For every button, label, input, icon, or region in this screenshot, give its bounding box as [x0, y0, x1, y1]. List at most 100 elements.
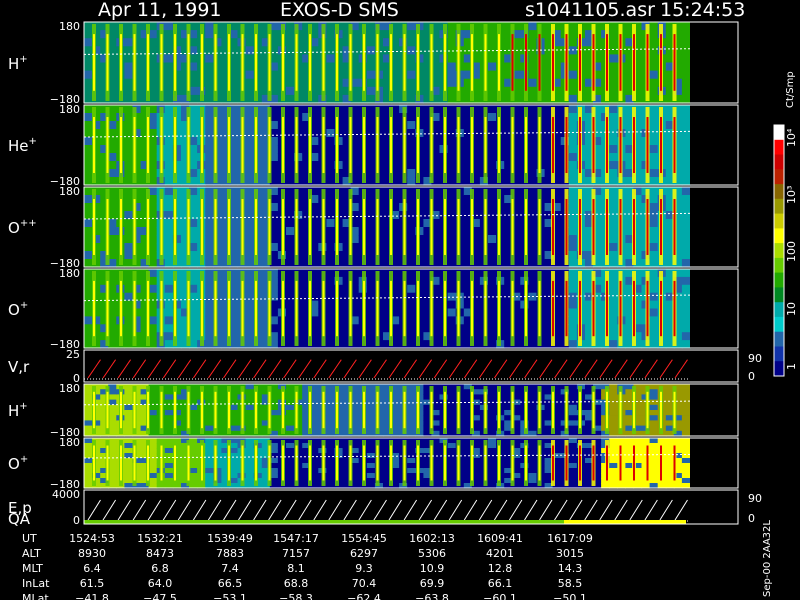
spectrogram-cell — [552, 195, 562, 204]
spectrogram-cell — [463, 219, 473, 228]
spectrogram-cell — [84, 483, 93, 489]
spectrogram-cell — [383, 425, 392, 432]
spectrogram-cell — [673, 410, 683, 416]
spectrogram-cell — [609, 384, 618, 390]
spectrogram-cell — [447, 430, 457, 437]
spectrogram-cell — [205, 195, 214, 204]
spectrogram-cell — [665, 259, 675, 268]
spectrogram-cell — [124, 410, 134, 416]
band-core — [525, 117, 527, 173]
spectrogram-cell — [148, 54, 158, 64]
spectrogram-cell — [552, 324, 562, 333]
spectrogram-cell — [366, 243, 376, 252]
spectrogram-cell — [124, 483, 134, 489]
spectrogram-cell — [245, 62, 255, 72]
spectrogram-cell — [431, 78, 441, 88]
spectrogram-cell — [447, 332, 457, 341]
spectrogram-cell — [269, 420, 279, 427]
band-core — [619, 391, 622, 429]
spectrogram-cell — [148, 276, 158, 286]
spectrogram-cell — [326, 46, 336, 55]
band-core — [525, 199, 527, 255]
spectrogram-cell — [673, 292, 683, 302]
spectrogram-cell — [140, 340, 150, 349]
spectrogram-cell — [221, 30, 231, 39]
band-core — [201, 117, 203, 173]
spectrogram-cell — [342, 430, 352, 437]
spectrogram-cell — [92, 235, 101, 244]
spectrogram-cell — [172, 203, 182, 212]
spectrogram-cell — [221, 410, 231, 416]
spectrogram-cell — [471, 219, 481, 228]
band-core — [349, 34, 352, 91]
spectrogram-cell — [286, 425, 295, 432]
spectrogram-cell — [391, 458, 400, 464]
spectrogram-cell — [528, 276, 538, 286]
spectrogram-cell — [189, 86, 198, 96]
spectrogram-cell — [463, 259, 473, 268]
spectrogram-cell — [649, 284, 659, 294]
spectrogram-cell — [108, 316, 117, 325]
spectrogram-cell — [383, 415, 392, 421]
spectrogram-cell — [544, 38, 554, 47]
spectrogram-cell — [383, 404, 392, 411]
spectrogram-cell — [463, 177, 473, 186]
spectrogram-cell — [164, 448, 174, 454]
spectrogram-cell — [528, 153, 538, 162]
spectrogram-cell — [181, 22, 190, 31]
spectrogram-cell — [391, 399, 400, 406]
spectrogram-cell — [148, 483, 158, 489]
spectrogram-cell — [261, 211, 271, 220]
spectrogram-cell — [140, 410, 150, 416]
spectrogram-cell — [213, 300, 222, 310]
spectrogram-cell — [528, 121, 538, 130]
band-core — [363, 391, 365, 429]
spectrogram-cell — [310, 70, 319, 80]
spectrogram-cell — [504, 54, 513, 64]
spectrogram-cell — [447, 443, 457, 449]
panel-edge — [690, 22, 738, 103]
spectrogram-cell — [673, 235, 683, 244]
spectrogram-cell — [245, 30, 255, 39]
spectrogram-cell — [205, 161, 214, 170]
spectrogram-cell — [205, 121, 214, 130]
spectrogram-cell — [504, 468, 513, 474]
spectrogram-cell — [253, 458, 263, 464]
spectrogram-cell — [681, 70, 691, 80]
spectrogram-cell — [245, 211, 255, 220]
band-core — [471, 34, 473, 91]
spectrogram-cell — [221, 389, 231, 395]
spectrogram-cell — [326, 259, 336, 268]
spectrogram-cell — [366, 62, 376, 72]
spectrogram-cell — [504, 30, 513, 39]
spectrogram-cell — [471, 438, 481, 444]
spectrogram-cell — [471, 425, 481, 432]
spectrogram-cell — [552, 211, 562, 220]
spectrogram-cell — [665, 94, 675, 104]
spectrogram-cell — [205, 399, 214, 406]
spectrogram-cell — [383, 22, 392, 31]
spectrogram-cell — [326, 463, 336, 469]
spectrogram-cell — [181, 448, 190, 454]
spectrogram-cell — [528, 54, 538, 64]
spectrogram-cell — [407, 430, 416, 437]
spectrogram-cell — [189, 54, 198, 64]
sweep-trace — [524, 359, 538, 379]
spectrogram-cell — [302, 235, 311, 244]
spectrogram-cell — [100, 316, 109, 325]
spectrogram-cell — [681, 235, 691, 244]
spectrogram-cell — [544, 113, 554, 122]
spectrogram-cell — [213, 463, 222, 469]
spectrogram-cell — [84, 448, 93, 454]
spectrogram-cell — [124, 94, 134, 104]
spectrogram-cell — [350, 300, 360, 310]
spectrogram-cell — [649, 153, 659, 162]
spectrogram-cell — [383, 384, 392, 390]
spectrogram-cell — [302, 70, 311, 80]
spectrogram-cell — [140, 251, 150, 260]
spectrogram-cell — [528, 384, 538, 390]
spectrogram-cell — [140, 259, 150, 268]
spectrogram-cell — [585, 384, 594, 390]
spectrogram-cell — [681, 243, 691, 252]
band-core — [228, 199, 230, 255]
